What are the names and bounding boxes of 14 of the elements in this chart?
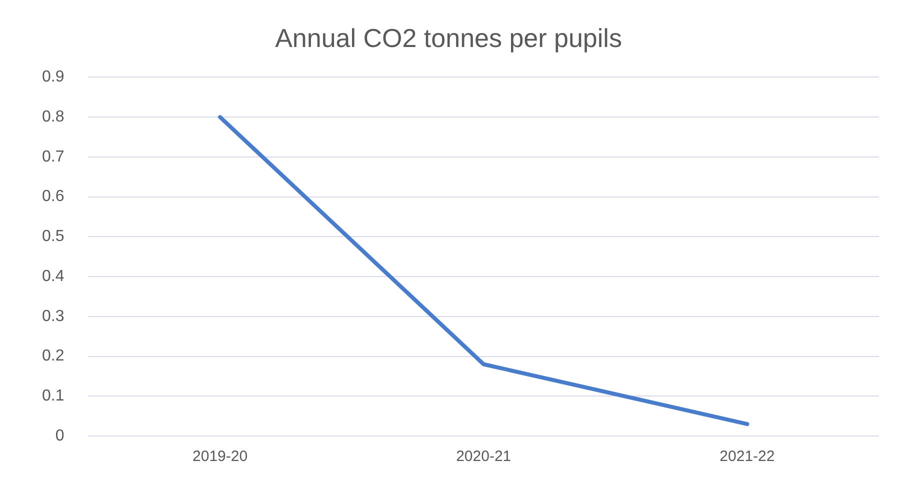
- chart-title: Annual CO2 tonnes per pupils: [275, 22, 622, 53]
- y-tick-label: 0.7: [42, 148, 64, 166]
- y-tick-label: 0.5: [42, 228, 64, 246]
- y-tick-label: 0: [55, 427, 64, 444]
- y-tick-label: 0.9: [42, 68, 64, 86]
- y-tick-label: 0.6: [42, 188, 64, 206]
- y-tick-label: 0.1: [42, 388, 64, 405]
- y-tick-label: 0.8: [42, 108, 64, 126]
- x-tick-label: 2021-22: [720, 448, 775, 466]
- y-tick-label: 0.2: [42, 348, 64, 365]
- x-tick-label: 2020-21: [456, 448, 512, 466]
- x-tick-label: 2019-20: [192, 448, 248, 466]
- y-tick-label: 0.3: [42, 308, 64, 325]
- y-tick-label: 0.4: [42, 268, 64, 285]
